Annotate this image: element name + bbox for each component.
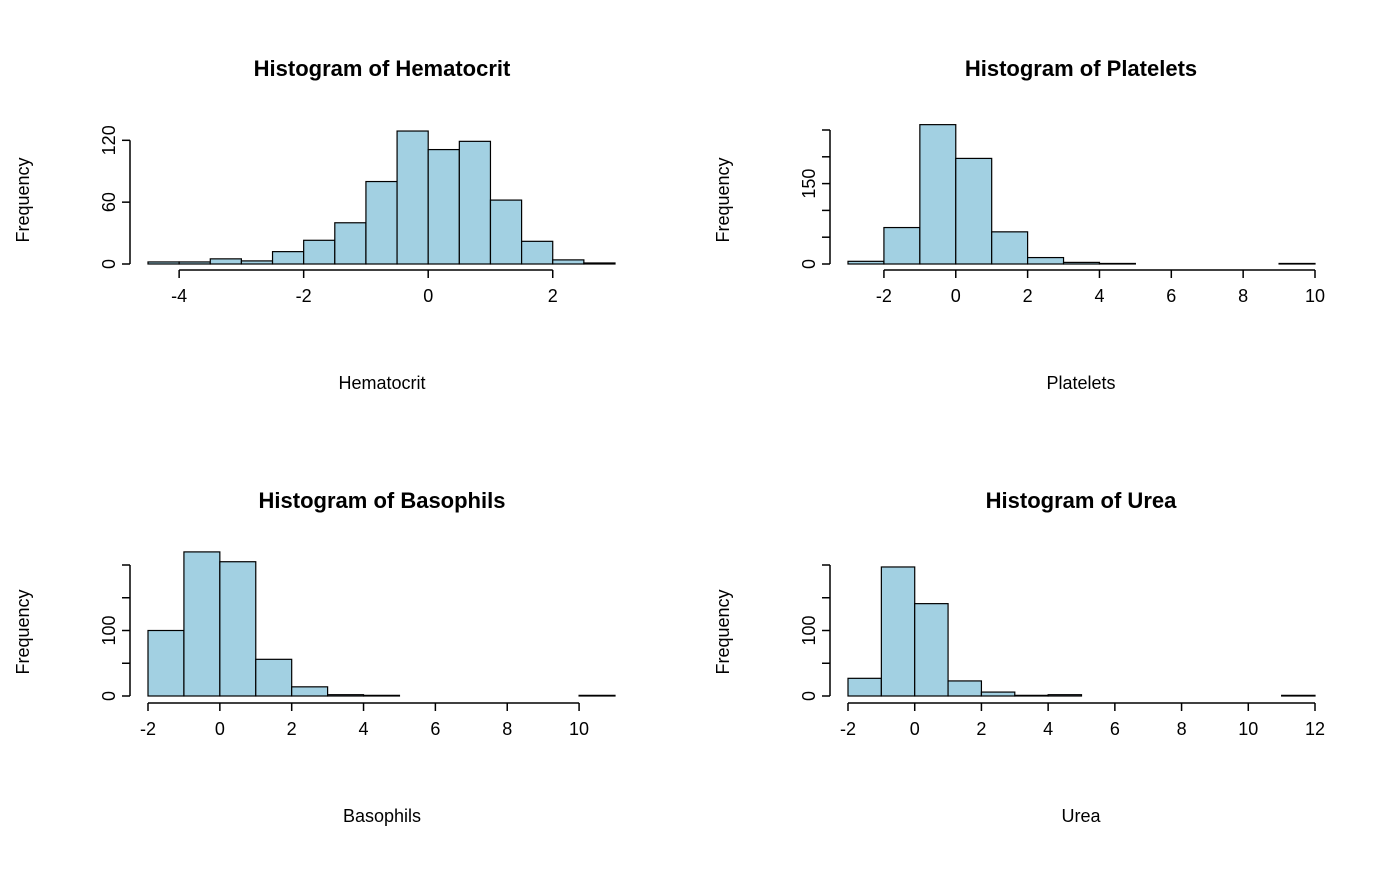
panel-hematocrit: Histogram of Hematocrit Hematocrit Frequ… xyxy=(13,56,616,393)
y-tick-label: 0 xyxy=(799,259,819,269)
histogram-bars xyxy=(147,551,616,697)
x-axis-label: Hematocrit xyxy=(338,373,425,393)
histogram-bar xyxy=(183,551,221,697)
histogram-bar xyxy=(178,261,211,265)
histogram-bar xyxy=(1014,694,1049,697)
histogram-bar xyxy=(1281,694,1316,697)
histogram-bar xyxy=(883,226,921,265)
histogram-bar xyxy=(880,566,916,697)
x-tick-label: 2 xyxy=(548,286,558,306)
histogram-bar xyxy=(291,686,329,697)
histogram-bar xyxy=(583,262,616,265)
y-axis-label: Frequency xyxy=(13,589,33,674)
x-tick-label: 4 xyxy=(359,719,369,739)
panel-platelets: Histogram of Platelets Platelets Frequen… xyxy=(713,56,1325,393)
histogram-bar xyxy=(219,561,257,697)
histogram-bar xyxy=(1278,262,1316,265)
histogram-bar xyxy=(240,260,274,265)
x-tick-label: -2 xyxy=(876,286,892,306)
x-tick-label: -4 xyxy=(171,286,187,306)
chart-title: Histogram of Urea xyxy=(986,488,1177,513)
x-tick-label: 2 xyxy=(287,719,297,739)
x-tick-label: 8 xyxy=(1177,719,1187,739)
histogram-bar xyxy=(1027,256,1065,265)
x-tick-label: 6 xyxy=(1110,719,1120,739)
x-tick-label: -2 xyxy=(140,719,156,739)
histogram-bar xyxy=(578,694,616,697)
y-tick-label: 120 xyxy=(99,125,119,155)
y-axis-label: Frequency xyxy=(713,589,733,674)
x-tick-label: 2 xyxy=(1023,286,1033,306)
x-tick-label: 6 xyxy=(430,719,440,739)
histogram-bar xyxy=(991,231,1029,265)
x-tick-label: 4 xyxy=(1043,719,1053,739)
y-tick-label: 100 xyxy=(99,615,119,645)
x-tick-label: 0 xyxy=(951,286,961,306)
histogram-bar xyxy=(362,694,401,697)
histogram-bars xyxy=(847,124,1316,265)
x-tick-label: 8 xyxy=(502,719,512,739)
histogram-bar xyxy=(327,694,365,697)
histogram-bar xyxy=(947,680,983,697)
x-tick-label: 10 xyxy=(569,719,589,739)
x-tick-label: 0 xyxy=(423,286,433,306)
x-tick-label: 4 xyxy=(1094,286,1104,306)
panel-urea: Histogram of Urea Urea Frequency -2 0 2 4 6 8… xyxy=(713,488,1325,826)
y-tick-label: 0 xyxy=(799,691,819,701)
x-tick-label: 10 xyxy=(1305,286,1325,306)
y-tick-label: 150 xyxy=(799,169,819,199)
chart-title: Histogram of Basophils xyxy=(259,488,506,513)
histogram-bar xyxy=(914,603,949,697)
histogram-bar xyxy=(147,629,185,697)
histogram-bars xyxy=(847,566,1316,697)
histogram-bar xyxy=(147,261,180,265)
x-tick-label: 12 xyxy=(1305,719,1325,739)
x-tick-label: 6 xyxy=(1166,286,1176,306)
histogram-bar xyxy=(520,240,554,265)
x-tick-label: -2 xyxy=(840,719,856,739)
y-tick-label: 60 xyxy=(99,192,119,212)
x-tick-label: 10 xyxy=(1238,719,1258,739)
histogram-bar xyxy=(847,677,882,697)
x-axis-label: Urea xyxy=(1061,806,1101,826)
histogram-bars xyxy=(147,130,616,265)
histogram-bar xyxy=(427,148,460,265)
x-tick-label: 2 xyxy=(976,719,986,739)
y-axis-label: Frequency xyxy=(13,157,33,242)
histogram-bar xyxy=(303,239,336,265)
x-axis-label: Basophils xyxy=(343,806,421,826)
histogram-bar xyxy=(1098,262,1136,265)
x-tick-label: 0 xyxy=(910,719,920,739)
x-axis-label: Platelets xyxy=(1046,373,1115,393)
histogram-bar xyxy=(334,222,367,265)
chart-title: Histogram of Platelets xyxy=(965,56,1197,81)
histogram-bar xyxy=(919,124,957,265)
histogram-bar xyxy=(365,180,398,265)
histogram-bar xyxy=(552,259,585,265)
chart-title: Histogram of Hematocrit xyxy=(254,56,511,81)
histogram-bar xyxy=(255,658,293,697)
histogram-bar xyxy=(209,258,243,265)
x-tick-label: -2 xyxy=(296,286,312,306)
histogram-bar xyxy=(489,199,523,265)
histogram-bar xyxy=(847,260,885,265)
histogram-bar xyxy=(980,691,1016,697)
x-tick-label: 0 xyxy=(215,719,225,739)
histogram-bar xyxy=(458,140,492,265)
histogram-bar xyxy=(1062,261,1101,265)
y-tick-label: 100 xyxy=(799,615,819,645)
y-tick-label: 0 xyxy=(99,259,119,269)
x-tick-label: 8 xyxy=(1238,286,1248,306)
histogram-bar xyxy=(396,130,429,265)
panel-basophils: Histogram of Basophils Basophils Frequen… xyxy=(13,488,616,826)
y-axis-label: Frequency xyxy=(713,157,733,242)
histogram-bar xyxy=(955,157,993,265)
histogram-bar xyxy=(1047,694,1083,697)
y-tick-label: 0 xyxy=(99,691,119,701)
histogram-bar xyxy=(271,251,305,265)
